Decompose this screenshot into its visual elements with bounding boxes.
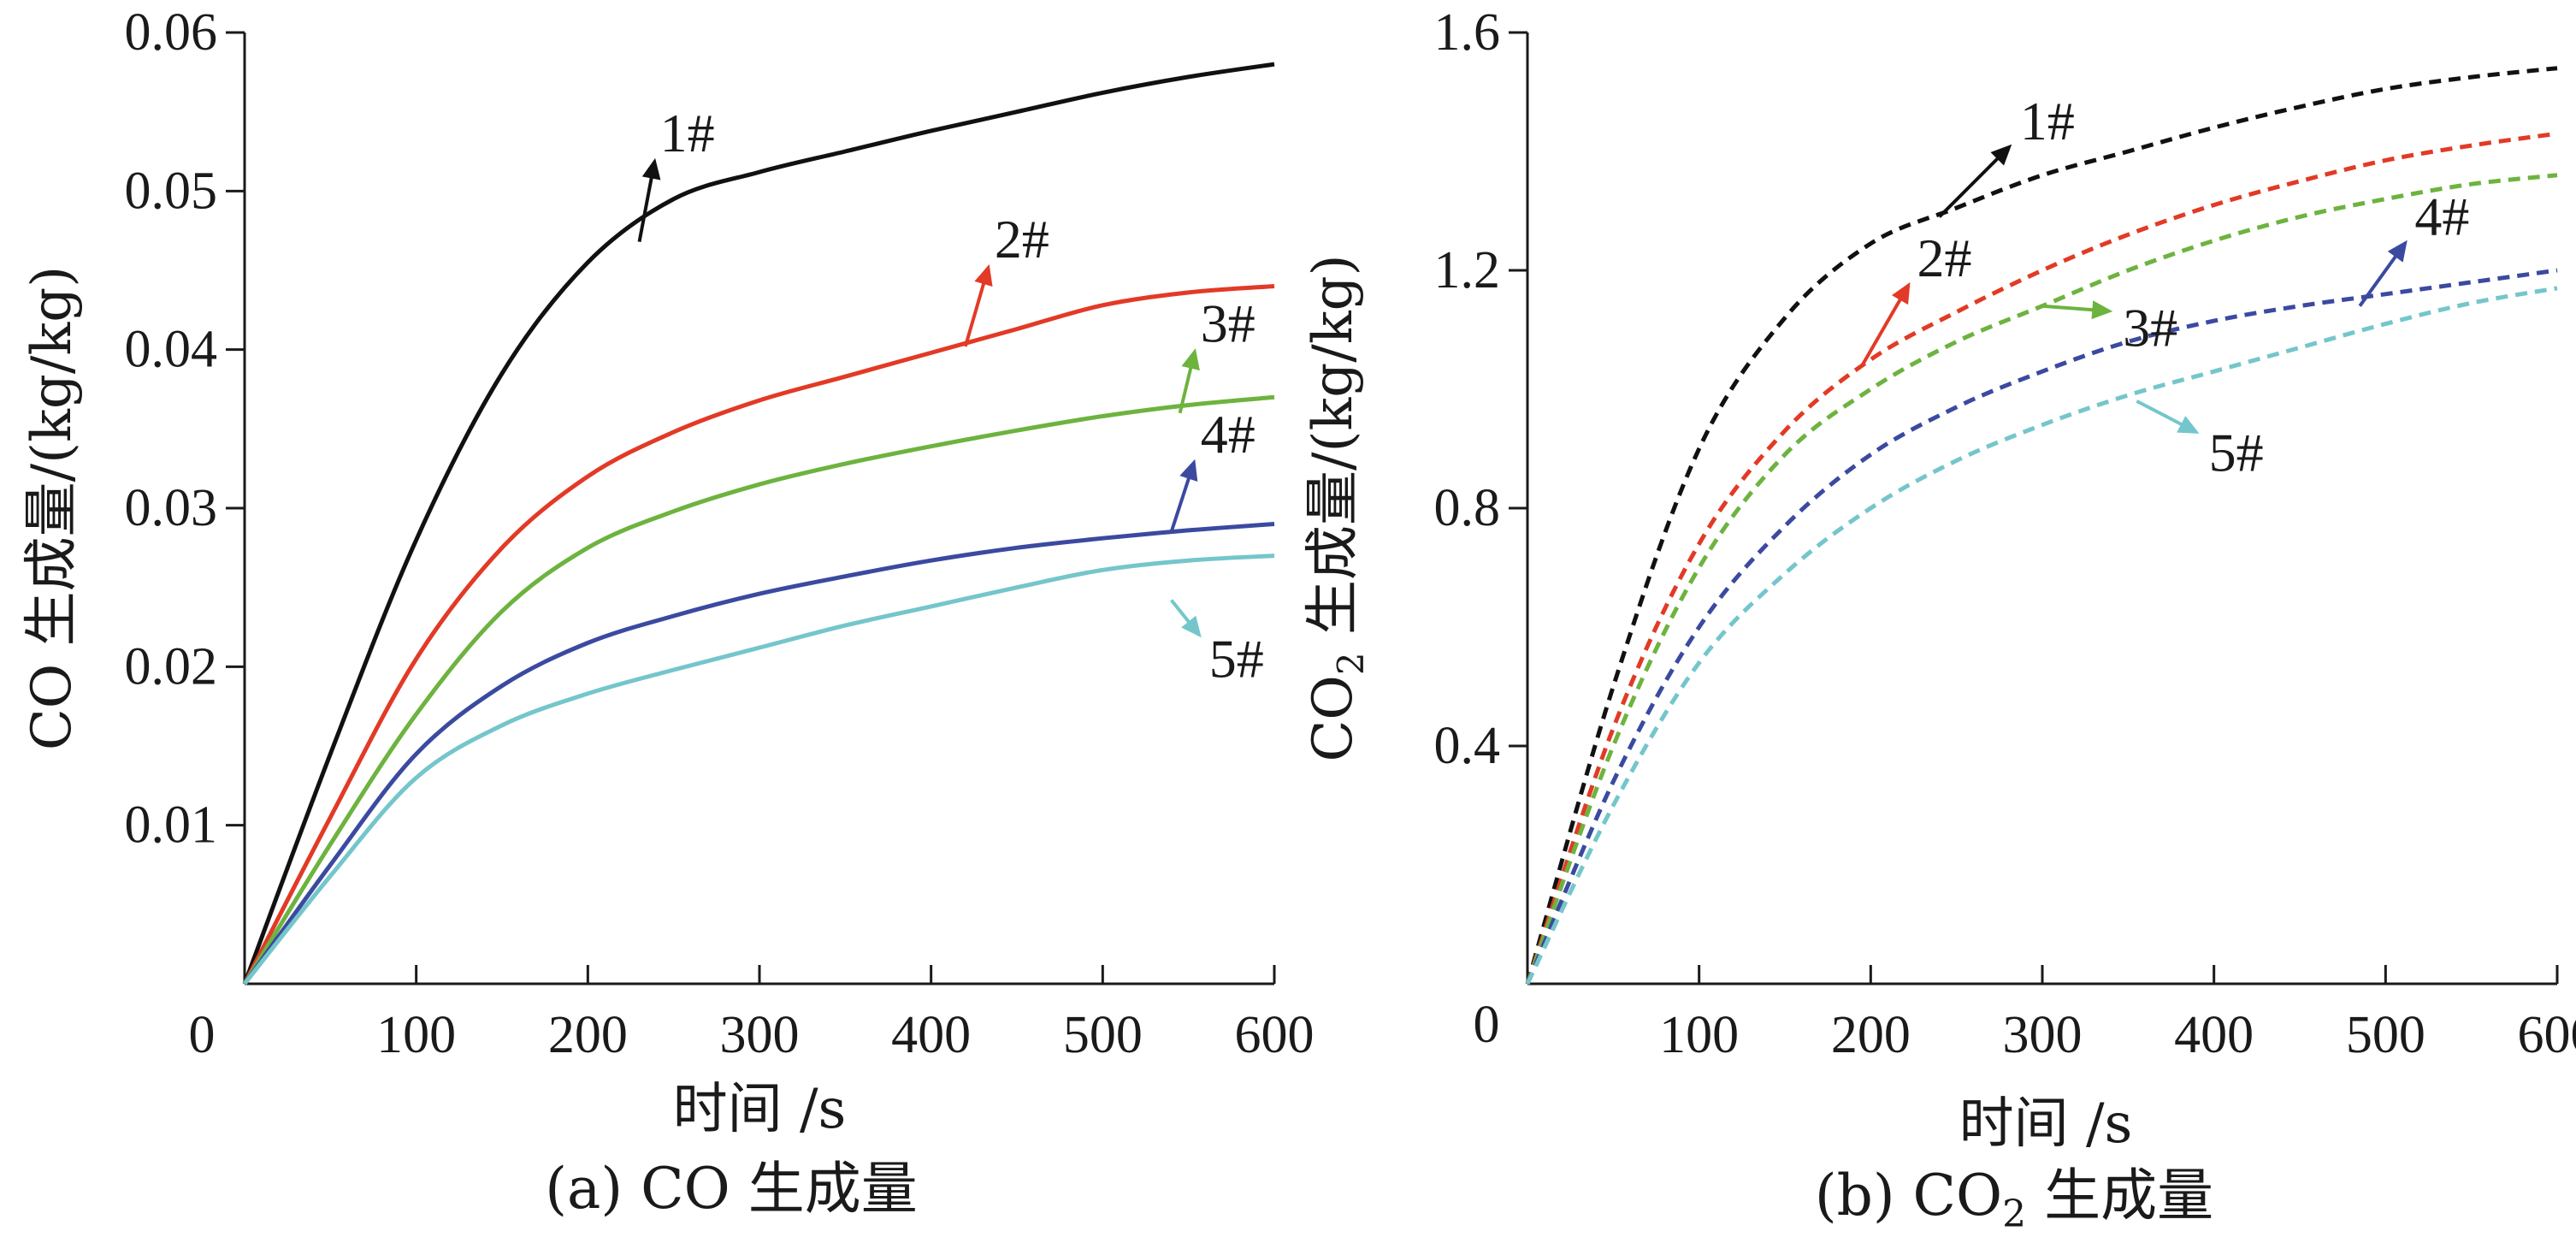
panel-b-caption-suffix: 生成量 (2026, 1163, 2213, 1228)
panel-b-y-tick-label: 1.2 (1434, 241, 1501, 299)
panel-a-series-label-3: 3# (1201, 293, 1256, 353)
panel-a-series-label-5: 5# (1209, 629, 1264, 690)
panel-a-label-arrowhead-4 (1179, 459, 1198, 482)
panel-b-series-label-5: 5# (2209, 423, 2264, 483)
panel-a-y-tick-label: 0.05 (125, 162, 218, 220)
panel-a-x-axis-label: 时间 /s (673, 1078, 847, 1141)
panel-b-x-tick-label: 200 (1831, 1006, 1911, 1064)
panel-a-x-tick-label: 400 (891, 1006, 971, 1064)
panel-b-series-line-3 (1525, 173, 2558, 985)
panel-b-label-arrow-4 (2358, 252, 2400, 307)
panel-a-label-arrowhead-3 (1181, 348, 1200, 371)
panel-a-x-tick-label: 600 (1235, 1006, 1315, 1064)
panel-b-label-arrowhead-4 (2387, 240, 2408, 263)
panel-b-y-tick-label: 0.8 (1434, 479, 1501, 537)
panel-b-origin-label: 0 (1474, 996, 1500, 1054)
panel-b-axes (1526, 33, 2557, 986)
panel-b-series (1525, 66, 2558, 986)
panel-b-x-tick-label: 300 (2003, 1006, 2083, 1064)
panel-a-label-arrow-4 (1169, 473, 1192, 533)
panel-a-origin-label: 0 (189, 1006, 216, 1064)
panel-a-y-axis-label: CO 生成量/(kg/kg) (21, 266, 84, 750)
panel-a-y-tick-label: 0.01 (125, 796, 218, 855)
panel-b-y-axis-label-subscript: 2 (1330, 652, 1372, 675)
panel-b-label-arrow-1 (1938, 154, 2002, 218)
panel-b-series-labels: 1# 2# 3# 4# 5# (1860, 91, 2469, 483)
panel-a-y-tick-label: 0.06 (125, 3, 218, 62)
panel-b-series-label-4: 4# (2414, 186, 2469, 246)
panel-a-x-tick-label: 100 (376, 1006, 456, 1064)
panel-a-x-tick-label: 200 (548, 1006, 628, 1064)
panel-a-axes (243, 33, 1274, 986)
panel-a-label-arrow-3 (1178, 363, 1194, 414)
panel-b-caption-prefix: (b) CO (1815, 1163, 2002, 1228)
panel-a-label-arrowhead-2 (974, 263, 993, 287)
panel-a-label-arrowhead-5 (1181, 615, 1202, 638)
panel-b-x-tick-label: 500 (2346, 1006, 2425, 1064)
panel-a-series-line-2 (242, 284, 1275, 986)
panel-b-y-tick-label: 1.6 (1434, 3, 1501, 62)
panel-a-series-line-3 (242, 394, 1275, 986)
panel-b-x-tick-label: 600 (2518, 1006, 2576, 1064)
panel-a-label-arrow-2 (963, 278, 987, 347)
panel-a-label-arrow-5 (1170, 599, 1194, 627)
panel-a-series-label-4: 4# (1201, 404, 1256, 465)
panel-b-label-arrowhead-1 (1990, 144, 2012, 166)
panel-b-series-line-4 (1525, 268, 2558, 985)
panel-b-label-arrowhead-2 (1891, 281, 1911, 305)
panel-b-x-tick-label: 100 (1659, 1006, 1739, 1064)
panel-b-ticks: 100 200 300 400 500 600 0.4 0.8 1.2 1.6 (1434, 3, 2576, 1064)
panel-b-y-axis-label-prefix: CO (1302, 675, 1365, 761)
panel-b-label-arrow-2 (1860, 294, 1905, 367)
panel-a-y-tick-label: 0.02 (125, 637, 218, 695)
panel-a-y-tick-label: 0.04 (125, 321, 218, 379)
panel-a-series-line-5 (243, 553, 1275, 986)
panel-b-series-label-2: 2# (1917, 228, 1972, 288)
panel-b-caption: (b) CO2 生成量 (1815, 1163, 2213, 1236)
panel-a-series-line-1 (242, 62, 1275, 985)
panel-a-series-label-2: 2# (995, 209, 1049, 269)
panel-b-label-arrow-5 (2136, 400, 2187, 429)
panel-a-ticks: 100 200 300 400 500 600 0.01 0.02 0.03 0.04 0.05 0.… (125, 3, 1315, 1064)
panel-b-caption-subscript: 2 (2002, 1193, 2026, 1236)
panel-b-series-line-2 (1525, 131, 2558, 985)
panel-b-y-tick-label: 0.4 (1434, 717, 1501, 775)
panel-a-x-tick-label: 500 (1063, 1006, 1143, 1064)
panel-a-caption: (a) CO 生成量 (545, 1156, 917, 1222)
panel-b-x-axis-label: 时间 /s (1959, 1092, 2133, 1156)
panel-b-series-label-3: 3# (2123, 298, 2177, 358)
panel-b-label-arrowhead-5 (2177, 416, 2200, 434)
panel-a-series (242, 62, 1275, 986)
panel-a-y-tick-label: 0.03 (125, 479, 218, 537)
panel-b-x-tick-label: 400 (2174, 1006, 2254, 1064)
panel-a-co-generation: 100 200 300 400 500 600 0.01 0.02 0.03 0.04 0.05 0.… (21, 3, 1315, 1222)
panel-b-label-arrowhead-3 (2091, 300, 2113, 320)
panel-b-series-line-1 (1525, 66, 2558, 985)
panel-b-series-label-1: 1# (2020, 91, 2075, 151)
panel-a-series-label-1: 1# (660, 103, 715, 163)
panel-a-series-labels: 1# 2# 3# 4# 5# (637, 103, 1264, 690)
panel-b-y-axis-label: CO2 生成量/(kg/kg) (1302, 254, 1372, 761)
panel-b-label-arrow-3 (2041, 304, 2098, 312)
panel-a-series-line-4 (242, 522, 1275, 986)
panel-b-y-axis-label-suffix: 生成量/(kg/kg) (1302, 254, 1365, 652)
panel-a-label-arrow-1 (637, 173, 654, 243)
panel-b-series-line-5 (1525, 286, 2558, 986)
panel-a-x-tick-label: 300 (720, 1006, 800, 1064)
panel-b-co2-generation: 100 200 300 400 500 600 0.4 0.8 1.2 1.6 1# 2# 3# 4# 5… (1302, 3, 2576, 1236)
panel-a-label-arrowhead-1 (641, 157, 661, 181)
